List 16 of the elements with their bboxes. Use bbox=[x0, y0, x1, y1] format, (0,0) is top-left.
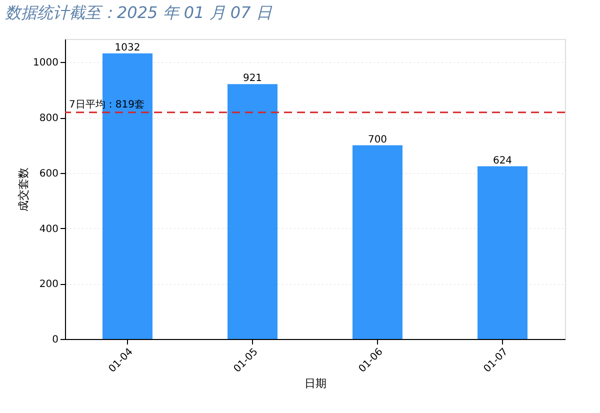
data-label: 1032 bbox=[114, 42, 140, 54]
data-label: 921 bbox=[242, 73, 262, 84]
y-tick-label: 600 bbox=[39, 168, 58, 180]
bar bbox=[228, 84, 278, 339]
data-label: 700 bbox=[368, 134, 388, 146]
y-axis-title: 成交套数 bbox=[17, 168, 30, 212]
y-tick-label: 800 bbox=[39, 113, 58, 124]
bar bbox=[478, 166, 528, 339]
chart-title: 数据统计截至：2025 年 01 月 07 日 bbox=[5, 3, 273, 22]
data-label: 624 bbox=[492, 155, 512, 166]
y-tick-label: 0 bbox=[52, 334, 58, 346]
y-tick-label: 400 bbox=[39, 224, 58, 235]
y-tick-label: 1000 bbox=[33, 58, 58, 69]
y-tick-label: 200 bbox=[39, 279, 58, 290]
x-axis-title: 日期 bbox=[304, 377, 326, 390]
bar bbox=[352, 145, 402, 339]
